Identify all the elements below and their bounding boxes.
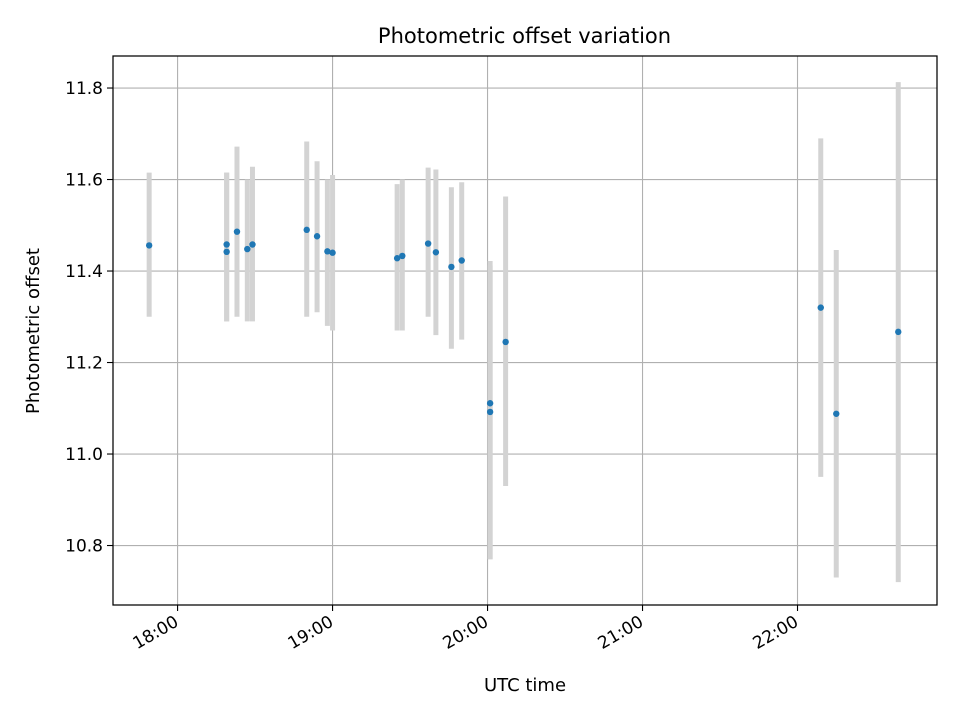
data-point (233, 228, 241, 235)
data-points (145, 226, 902, 417)
data-point (393, 255, 401, 262)
data-point (324, 248, 331, 255)
data-point (223, 241, 230, 248)
data-point (145, 242, 153, 249)
x-axis-label: UTC time (484, 675, 566, 696)
y-axis-label: Photometric offset (23, 248, 44, 414)
data-point (244, 245, 251, 253)
data-point (833, 410, 840, 417)
y-axis: 10.8 11.0 11.2 11.4 11.6 11.8 (65, 79, 113, 557)
data-point (458, 257, 465, 264)
data-point (399, 252, 406, 260)
data-point (424, 240, 432, 247)
y-tick-label: 10.8 (65, 537, 103, 557)
y-tick-label: 11.4 (65, 262, 103, 282)
plot-area (112, 55, 938, 606)
y-tick-label: 11.8 (65, 79, 103, 99)
data-point (249, 241, 256, 248)
y-tick-label: 11.0 (65, 445, 103, 465)
x-tick-label: 18:00 (130, 612, 182, 654)
data-point (303, 226, 310, 234)
x-axis: 18:00 19:00 20:00 21:00 22:00 (130, 605, 802, 654)
data-point (432, 249, 440, 256)
data-point (313, 233, 321, 240)
grid (113, 56, 937, 605)
y-tick-label: 11.6 (65, 171, 103, 191)
y-tick-label: 11.2 (65, 354, 103, 374)
x-tick-label: 22:00 (750, 612, 802, 654)
data-point (223, 248, 230, 256)
x-tick-label: 21:00 (595, 612, 647, 654)
data-point (817, 304, 824, 311)
error-bars (146, 82, 901, 583)
data-point (895, 328, 902, 336)
x-tick-label: 19:00 (285, 612, 337, 654)
x-tick-label: 20:00 (440, 612, 492, 654)
data-point (329, 249, 336, 256)
data-point (486, 408, 494, 416)
data-point (486, 400, 494, 407)
data-point (448, 263, 455, 271)
data-point (502, 338, 509, 346)
chart-title: Photometric offset variation (378, 24, 671, 48)
